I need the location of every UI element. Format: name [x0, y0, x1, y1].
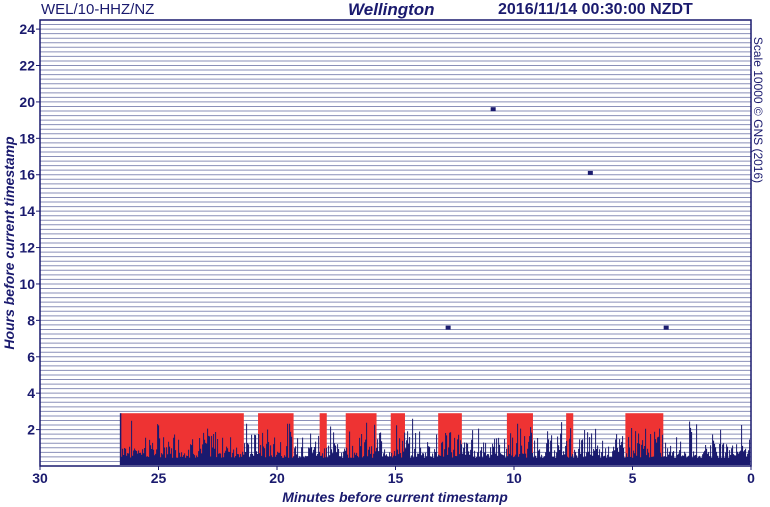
x-tick-label: 10 [506, 470, 522, 486]
recent-signal-burst [119, 413, 751, 465]
y-tick-label: 10 [19, 276, 35, 292]
x-tick-label: 20 [269, 470, 285, 486]
y-axis-label: Hours before current timestamp [1, 136, 17, 350]
y-tick-label: 16 [19, 167, 35, 183]
trace-lines [40, 24, 751, 462]
event-markers [445, 107, 669, 330]
y-tick-label: 22 [19, 58, 35, 74]
y-tick-label: 18 [19, 130, 35, 146]
y-tick-label: 12 [19, 240, 35, 256]
event-marker [445, 325, 451, 330]
y-tick-label: 20 [19, 94, 35, 110]
y-tick-label: 6 [27, 349, 35, 365]
event-marker [490, 107, 496, 112]
x-tick-label: 0 [747, 470, 755, 486]
x-tick-label: 15 [388, 470, 404, 486]
y-tick-label: 2 [27, 422, 35, 438]
x-axis-label: Minutes before current timestamp [282, 489, 508, 505]
y-tick-label: 24 [19, 21, 35, 37]
clipped-segment [319, 413, 327, 465]
station-code: WEL/10-HHZ/NZ [41, 1, 155, 18]
chart-timestamp: 2016/11/14 00:30:00 NZDT [498, 1, 693, 18]
y-tick-label: 8 [27, 312, 35, 328]
y-tick-label: 4 [27, 385, 35, 401]
event-marker [587, 170, 593, 175]
station-name: Wellington [348, 0, 435, 19]
y-tick-label: 14 [19, 203, 35, 219]
x-axis: 30 25 20 15 10 5 0 [32, 466, 755, 486]
x-tick-label: 25 [151, 470, 167, 486]
scale-note: Scale 10000 © GNS (2016) [751, 37, 765, 183]
x-tick-label: 30 [32, 470, 48, 486]
event-marker [663, 325, 669, 330]
x-tick-label: 5 [629, 470, 637, 486]
